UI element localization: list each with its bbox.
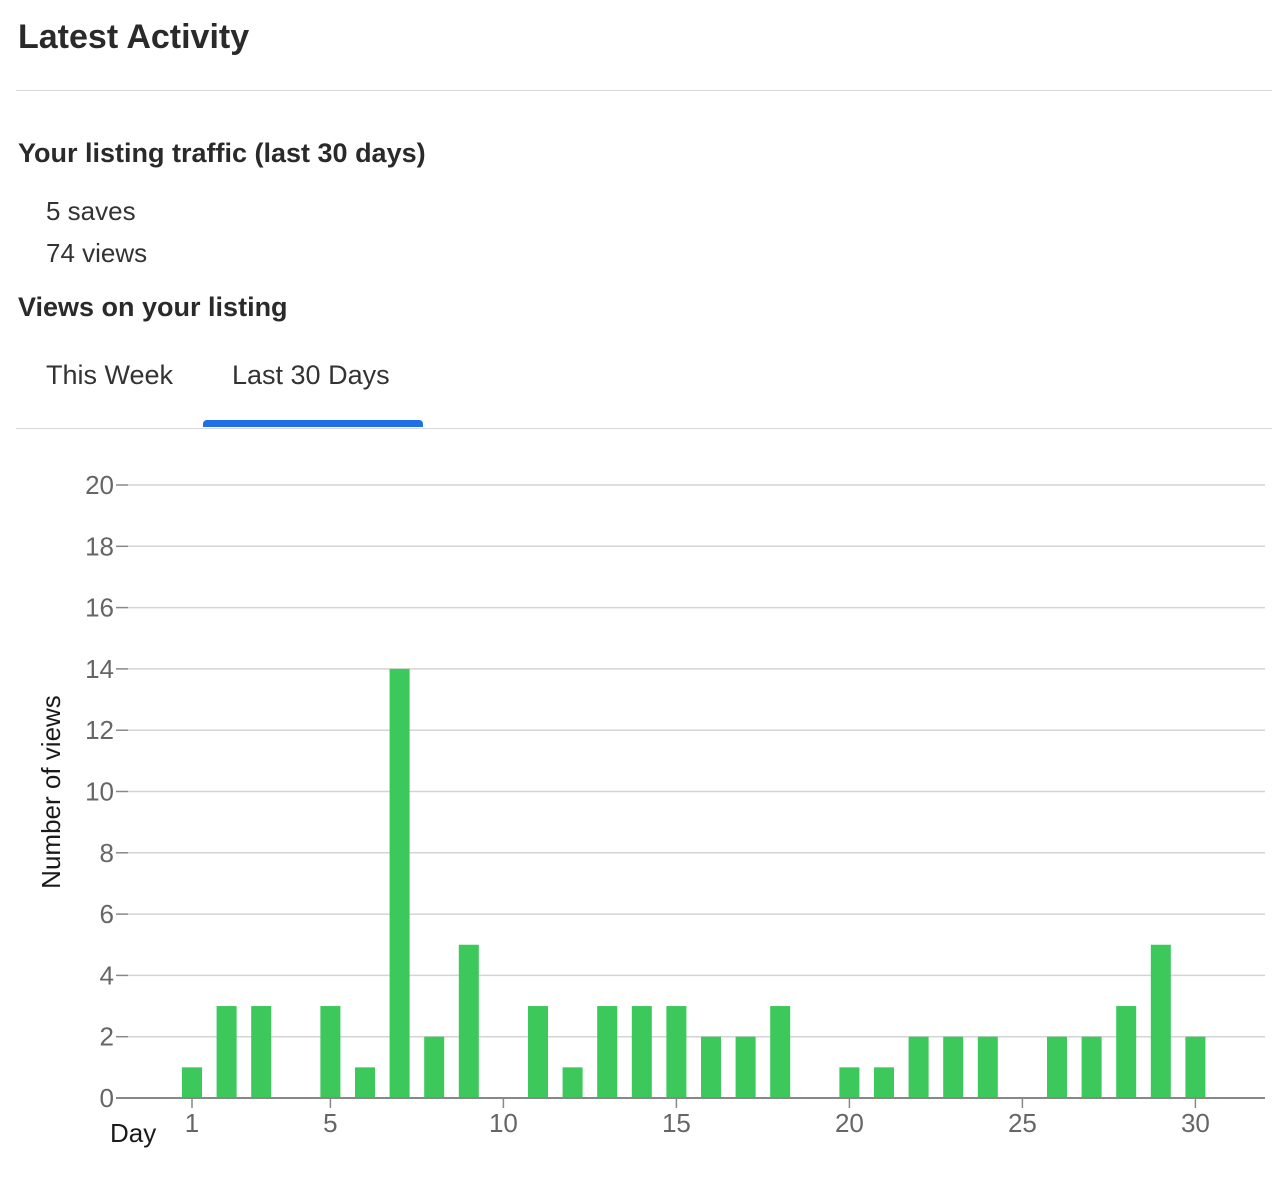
bar-day-2 — [216, 1006, 237, 1098]
tab-bar: This Week Last 30 Days — [16, 342, 1272, 429]
bars — [182, 668, 1206, 1098]
bar-day-17 — [735, 1036, 756, 1098]
bar-day-3 — [251, 1006, 272, 1098]
x-axis-label: Day — [110, 1118, 156, 1148]
x-tick-label: 1 — [185, 1108, 199, 1138]
bar-day-12 — [562, 1067, 583, 1098]
bar-day-6 — [355, 1067, 375, 1098]
y-tick-label: 20 — [85, 470, 114, 500]
bar-day-8 — [424, 1036, 445, 1098]
x-tick-label: 30 — [1181, 1108, 1210, 1138]
y-tick-label: 8 — [100, 838, 114, 868]
y-tick-label: 14 — [85, 654, 114, 684]
y-tick-label: 10 — [85, 777, 114, 807]
bar-day-5 — [320, 1006, 341, 1098]
bar-day-1 — [182, 1067, 202, 1098]
bar-day-20 — [839, 1067, 860, 1098]
bar-day-27 — [1081, 1036, 1102, 1098]
y-tick-label: 6 — [100, 899, 114, 929]
bar-day-16 — [701, 1036, 721, 1098]
bar-day-29 — [1150, 944, 1171, 1098]
tab-this-week[interactable]: This Week — [46, 360, 174, 390]
bar-day-26 — [1047, 1036, 1067, 1098]
x-tick-label: 10 — [489, 1108, 518, 1138]
bar-day-24 — [977, 1036, 998, 1098]
y-tick-label: 2 — [100, 1022, 114, 1052]
y-tick-label: 18 — [85, 531, 114, 561]
active-tab-indicator — [203, 420, 423, 427]
x-tick-label: 25 — [1008, 1108, 1037, 1138]
bar-day-30 — [1185, 1036, 1206, 1098]
bar-day-18 — [770, 1006, 791, 1098]
bar-day-7 — [389, 668, 410, 1098]
views-count: 74 views — [46, 238, 148, 268]
bar-day-15 — [666, 1006, 687, 1098]
x-tick-label: 5 — [323, 1108, 337, 1138]
bar-day-28 — [1116, 1006, 1137, 1098]
divider — [16, 90, 1272, 91]
bar-day-14 — [631, 1006, 652, 1098]
bar-day-23 — [943, 1036, 964, 1098]
bar-day-21 — [874, 1067, 894, 1098]
grid-lines — [128, 484, 1265, 1038]
y-tick-label: 0 — [100, 1083, 114, 1113]
x-tick-label: 15 — [662, 1108, 691, 1138]
bar-day-11 — [528, 1006, 548, 1098]
y-axis-label: Number of views — [36, 695, 66, 889]
traffic-heading: Your listing traffic (last 30 days) — [18, 138, 426, 168]
views-heading: Views on your listing — [18, 292, 288, 322]
y-tick-label: 4 — [100, 960, 114, 990]
bar-day-9 — [458, 944, 479, 1098]
x-tick-label: 20 — [835, 1108, 864, 1138]
tab-last-30-days[interactable]: Last 30 Days — [232, 360, 390, 390]
page-title: Latest Activity — [18, 18, 250, 56]
y-tick-label: 12 — [85, 715, 114, 745]
saves-count: 5 saves — [46, 196, 136, 226]
bar-day-22 — [908, 1036, 929, 1098]
bar-day-13 — [597, 1006, 618, 1098]
y-tick-label: 16 — [85, 593, 114, 623]
